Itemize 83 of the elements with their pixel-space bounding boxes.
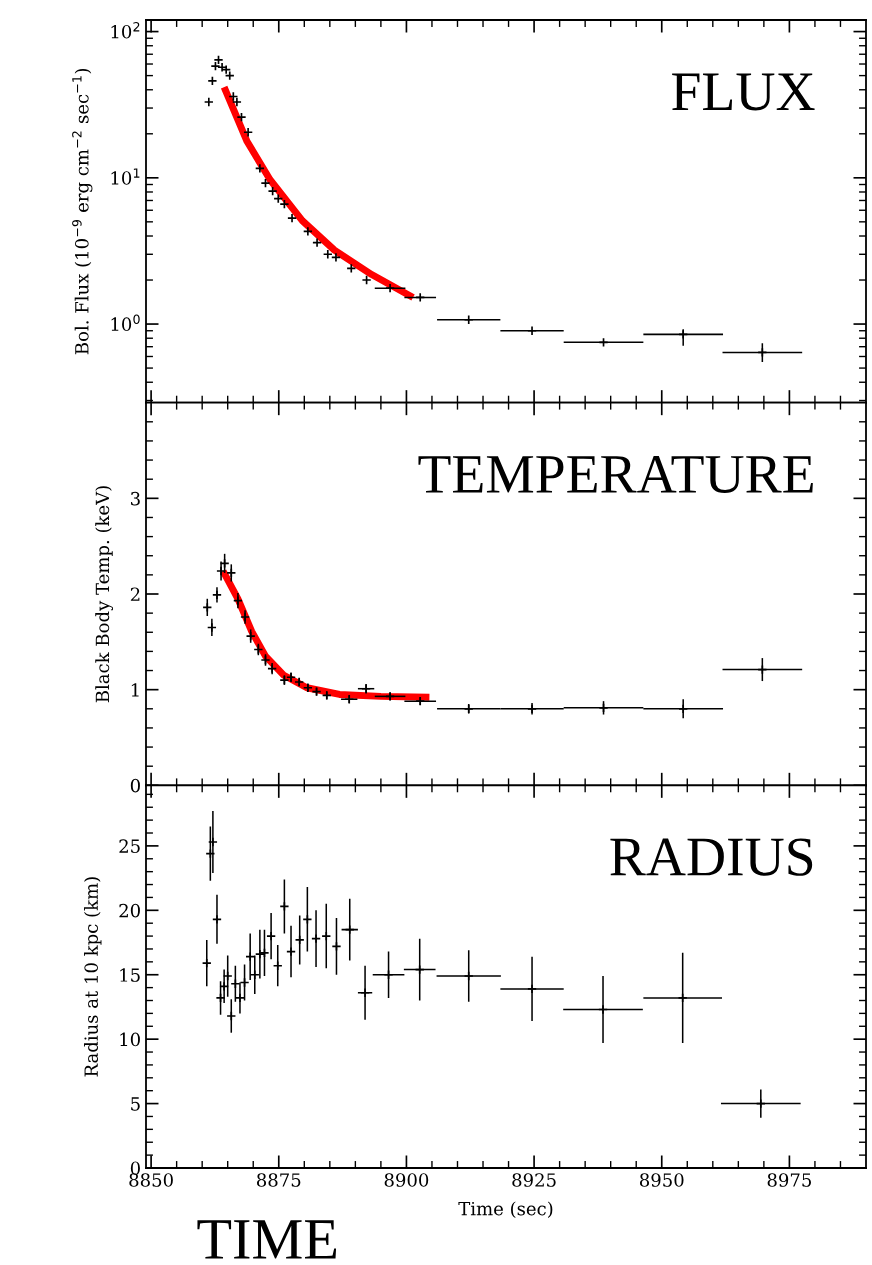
point [361,275,372,286]
point [207,837,218,848]
point [203,96,214,107]
point [312,237,323,248]
point [211,914,222,925]
x-tick-label: 8900 [384,1173,429,1187]
annotation: RADIUS [610,838,813,876]
point [321,931,332,942]
point [243,127,254,138]
point [272,960,283,971]
y-tick-label: 20 [119,903,140,918]
x-tick-label: 8950 [639,1173,684,1187]
point [463,971,474,982]
point [236,112,247,123]
y-tick-label: 15 [120,968,140,982]
point [678,703,689,714]
point [266,931,277,942]
point [302,682,313,693]
point [294,677,305,688]
point [260,178,271,189]
point [245,951,256,962]
point [415,292,426,303]
point [322,249,333,260]
x-tick-label: 8850 [129,1173,173,1187]
point [311,933,322,944]
point [221,64,232,75]
point [286,946,297,957]
point [302,226,313,237]
point [254,163,265,174]
point [463,314,474,325]
point [201,958,212,969]
y-axis-title: Radius at 10 kpc (km) [84,877,102,1077]
point [231,96,242,107]
y-tick-label: 10 [120,1032,140,1047]
text: TIME [197,1220,337,1259]
point [211,589,222,600]
y-tick-label: 5 [131,1097,140,1111]
annotation: TEMPERATURE [418,455,813,494]
point [273,193,284,204]
x-axis-title: Time (sec) [458,1201,553,1218]
y-axis-title: Black Body Temp. (keV) [95,486,113,703]
point [321,690,332,701]
point [222,971,233,982]
point [215,992,226,1003]
point [224,70,235,81]
point [287,213,298,224]
point [226,1010,237,1021]
y-tick-label: 2 [130,587,140,601]
x-tick-label: 8875 [257,1173,301,1187]
point [219,981,230,992]
y-tick-label: 10$^{1}$ [111,168,140,185]
annotation: FLUX [672,73,815,111]
point [279,199,290,210]
point [415,696,426,707]
point [302,914,313,925]
y-tick-label: 10$^{0}$ [111,314,140,332]
y-tick-label: 1 [131,683,139,697]
point [202,602,213,613]
point [294,934,305,945]
y-tick-label: 25 [119,839,140,854]
y-tick-label: 3 [131,491,140,506]
point [267,186,278,197]
point [228,91,239,102]
point [245,631,256,642]
x-tick-label: 8975 [767,1173,811,1187]
point [232,595,243,606]
point [206,622,217,633]
point [207,75,218,86]
point [330,252,341,263]
x-tick-label: 8925 [512,1173,556,1187]
y-axis-title: Bol. Flux (10$^{−9}$ erg cm$^{−2}$ sec$^{−1}$) [72,68,93,355]
point [267,663,278,674]
point [677,992,688,1003]
point [260,655,271,666]
point [230,978,241,989]
y-tick-label: 10$^{2}$ [111,22,140,39]
point [598,337,609,348]
point [240,611,251,622]
point [385,691,396,702]
point [346,263,357,274]
y-tick-label: 0 [130,778,140,793]
point [527,983,538,994]
point [249,969,260,980]
